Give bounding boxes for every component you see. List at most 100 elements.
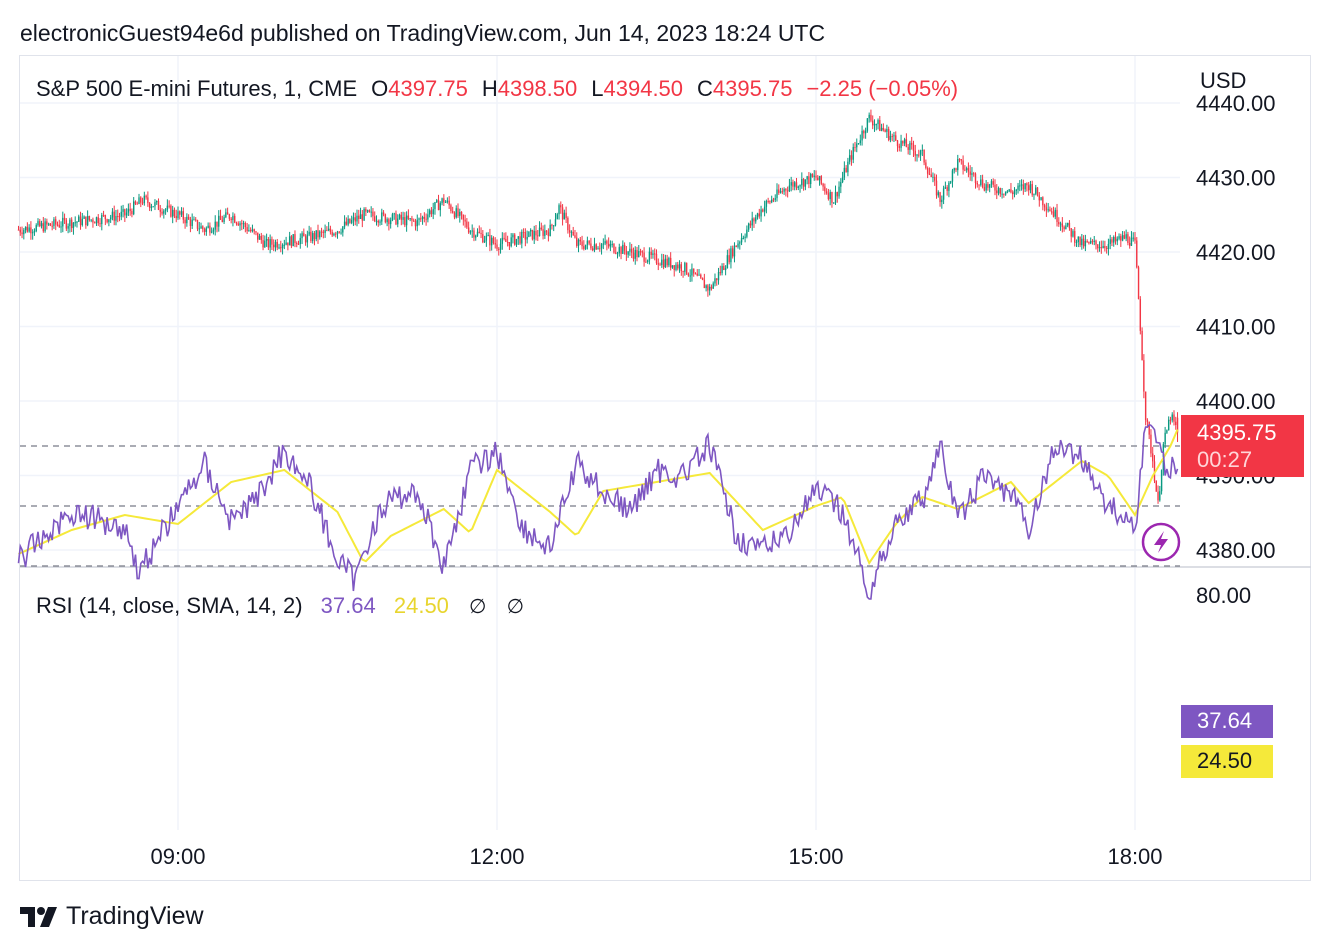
candle-body <box>1123 235 1126 239</box>
candle-body <box>870 114 872 121</box>
candle-body <box>730 248 732 263</box>
candle-body <box>912 144 915 151</box>
candle-body <box>200 226 202 229</box>
candle-body <box>1056 209 1058 223</box>
candle-body <box>430 210 433 215</box>
candle-body <box>47 223 50 225</box>
candle-body <box>638 251 640 257</box>
candle-body <box>473 230 475 238</box>
candle-body <box>432 209 434 215</box>
candle-body <box>595 244 597 250</box>
candle-body <box>879 120 881 131</box>
candle-body <box>567 217 569 231</box>
candle-body <box>1022 184 1025 190</box>
candle-body <box>765 200 768 207</box>
candle-body <box>779 191 782 193</box>
candle-body <box>51 225 53 227</box>
candle-body <box>597 248 599 250</box>
open-label: O <box>371 76 389 101</box>
candle-body <box>453 212 456 218</box>
tradingview-logo-icon <box>20 906 57 927</box>
tradingview-logo[interactable]: TradingView <box>20 902 204 931</box>
candle-body <box>554 219 557 226</box>
candle-body <box>40 223 43 227</box>
candle-body <box>747 223 750 230</box>
candle-body <box>992 181 994 185</box>
candle-body <box>769 201 771 203</box>
candle-body <box>568 230 571 233</box>
candle-body <box>565 212 567 218</box>
candle-body <box>664 258 667 268</box>
candle-body <box>203 229 206 232</box>
candle-body <box>696 273 698 276</box>
candle-body <box>645 261 647 263</box>
candle-body <box>443 198 445 203</box>
candle-body <box>581 241 583 247</box>
candle-body <box>1160 470 1163 492</box>
candle-body <box>634 249 636 259</box>
price-tick-label: 4400.00 <box>1196 389 1276 414</box>
candle-body <box>58 224 60 228</box>
candle-body <box>611 243 613 245</box>
high-label: H <box>481 76 498 101</box>
candle-body <box>889 136 892 140</box>
candle-body <box>864 130 867 134</box>
candle-body <box>212 229 215 232</box>
candle-body <box>342 226 344 233</box>
candle-body <box>593 244 596 251</box>
candle-body <box>563 212 566 220</box>
candle-body <box>770 199 773 203</box>
candle-body <box>400 214 402 220</box>
candle-body <box>831 191 833 203</box>
candle-body <box>588 240 590 244</box>
candle-body <box>361 214 364 221</box>
symbol-name[interactable]: S&P 500 E-mini Futures, 1, CME <box>36 76 358 101</box>
candle-body <box>981 179 984 187</box>
candle-body <box>762 209 764 212</box>
rsi-ma-value-tag: 24.50 <box>1181 745 1273 778</box>
candle-body <box>893 135 895 137</box>
candle-body <box>985 184 987 191</box>
candle-body <box>67 226 69 229</box>
candle-body <box>620 247 622 254</box>
candle-body <box>836 192 838 197</box>
candle-body <box>209 225 211 233</box>
candle-body <box>398 214 401 219</box>
candle-body <box>609 244 612 247</box>
candle-body <box>303 233 305 237</box>
candle-body <box>480 232 482 235</box>
candle-body <box>141 202 144 204</box>
candle-body <box>942 188 945 200</box>
na-value-1: ∅ <box>469 596 487 618</box>
candle-body <box>350 220 353 223</box>
published-line: electronicGuest94e6d published on Tradin… <box>20 20 826 46</box>
candle-body <box>221 219 224 222</box>
candle-body <box>790 182 792 186</box>
candle-body <box>833 202 835 204</box>
candle-body <box>824 186 826 192</box>
candle-body <box>911 142 913 145</box>
candle-body <box>661 259 663 266</box>
candle-body <box>418 218 420 220</box>
candle-body <box>228 214 231 219</box>
candle-body <box>1143 360 1145 392</box>
candle-body <box>427 214 429 220</box>
candle-body <box>537 235 539 237</box>
candle-body <box>219 215 222 220</box>
candle-body <box>655 253 658 264</box>
candle-body <box>196 220 199 229</box>
candle-body <box>859 140 862 144</box>
candle-body <box>136 203 138 205</box>
candle-body <box>542 229 544 236</box>
candle-body <box>508 242 511 247</box>
rsi-lines-layer <box>17 423 1179 600</box>
currency-label[interactable]: USD <box>1200 68 1247 93</box>
candle-body <box>678 264 681 269</box>
candle-body <box>88 216 91 220</box>
candle-body <box>349 218 351 223</box>
candle-body <box>94 222 96 224</box>
rsi-legend-label[interactable]: RSI (14, close, SMA, 14, 2) <box>36 593 303 618</box>
candle-body <box>1058 222 1060 225</box>
candle-body <box>756 213 759 218</box>
